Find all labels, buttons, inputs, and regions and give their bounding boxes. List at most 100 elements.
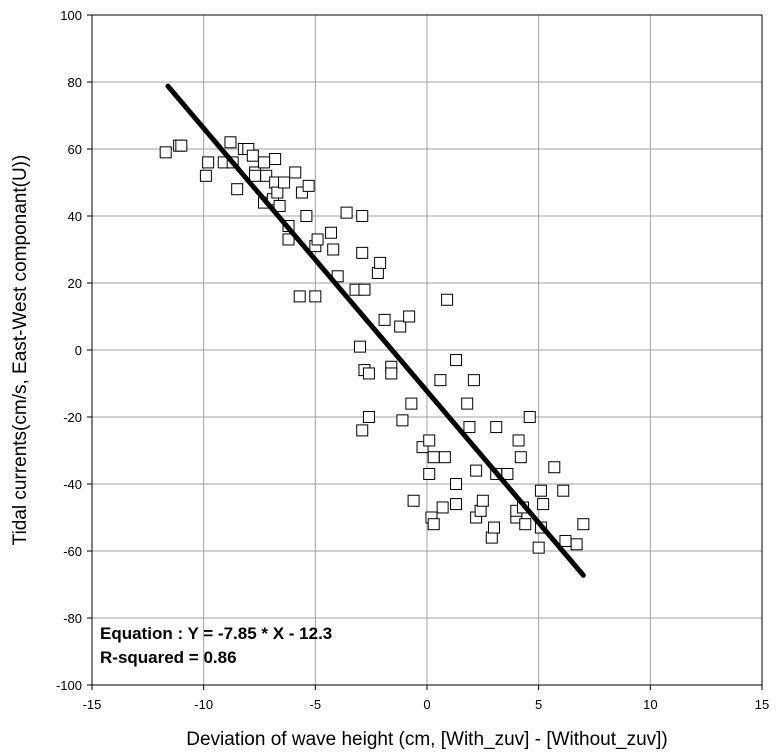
data-point: [450, 354, 463, 367]
y-axis-title: Tidal currents(cm/s, East-West componant…: [10, 155, 31, 546]
data-point: [257, 156, 270, 169]
data-point: [302, 179, 315, 192]
data-point: [327, 243, 340, 256]
data-point: [557, 484, 570, 497]
data-point: [249, 169, 262, 182]
data-point: [485, 531, 498, 544]
data-point: [519, 518, 532, 531]
data-point: [385, 367, 398, 380]
data-point: [512, 434, 525, 447]
data-point: [371, 266, 384, 279]
data-point: [309, 290, 322, 303]
data-point: [570, 538, 583, 551]
data-point: [427, 518, 440, 531]
data-point: [358, 283, 371, 296]
data-point: [271, 186, 284, 199]
data-point: [416, 441, 429, 454]
x-tick-label: -15: [83, 697, 102, 712]
data-point: [461, 397, 474, 410]
data-point: [362, 411, 375, 423]
x-tick-label: -5: [310, 697, 322, 712]
data-point: [450, 498, 463, 511]
data-point: [175, 139, 188, 152]
y-tick-label: 100: [60, 8, 82, 23]
data-point: [490, 421, 503, 434]
y-tick-label: 40: [68, 209, 82, 224]
data-point: [289, 166, 302, 179]
data-point: [324, 226, 337, 239]
data-point: [476, 494, 489, 507]
data-point: [537, 498, 550, 511]
data-point: [199, 169, 212, 182]
data-point: [403, 310, 416, 323]
data-point: [231, 183, 244, 196]
data-point: [374, 256, 387, 269]
x-tick-label: 0: [423, 697, 430, 712]
data-point: [394, 320, 407, 333]
data-point: [224, 136, 237, 149]
data-point: [423, 467, 436, 480]
data-point: [340, 206, 353, 219]
y-tick-label: 80: [68, 75, 82, 90]
data-point: [523, 411, 536, 423]
data-point: [501, 467, 514, 480]
data-point: [362, 367, 375, 380]
data-point: [278, 176, 291, 189]
data-point: [293, 290, 306, 303]
x-tick-label: 5: [535, 697, 542, 712]
x-tick-label: 10: [643, 697, 657, 712]
data-point: [514, 451, 527, 464]
data-point: [159, 146, 172, 159]
data-point: [548, 461, 561, 474]
data-point: [407, 494, 420, 507]
data-point: [470, 464, 483, 477]
data-point: [378, 313, 391, 326]
data-point: [463, 421, 476, 434]
data-point: [282, 233, 295, 246]
data-point: [474, 504, 487, 517]
data-point: [488, 521, 500, 534]
data-point: [260, 169, 273, 182]
y-tick-label: -100: [56, 678, 82, 693]
data-point: [434, 374, 447, 387]
data-point: [467, 374, 480, 387]
y-axis: -100 -80 -60 -40 -20 0 20 40 60 80 100: [56, 8, 92, 693]
data-point: [246, 149, 259, 162]
data-point: [300, 210, 313, 222]
equation-annotation: Equation : Y = -7.85 * X - 12.3: [100, 624, 332, 643]
x-axis-title: Deviation of wave height (cm, [With_zuv]…: [186, 729, 668, 750]
grid-lines: [92, 15, 762, 685]
y-tick-label: -60: [63, 544, 82, 559]
x-axis: -15 -10 -5 0 5 10 15: [83, 685, 769, 712]
data-point: [534, 484, 547, 497]
data-point: [441, 293, 454, 306]
data-point: [438, 451, 451, 464]
data-points: [159, 136, 590, 554]
data-point: [577, 518, 590, 531]
data-point: [356, 424, 369, 437]
r-squared-annotation: R-squared = 0.86: [100, 648, 237, 667]
y-tick-label: 60: [68, 142, 82, 157]
y-tick-label: -80: [63, 611, 82, 626]
data-point: [532, 541, 545, 554]
data-point: [436, 501, 449, 514]
data-point: [356, 246, 369, 259]
data-point: [396, 414, 409, 427]
y-tick-label: 20: [68, 276, 82, 291]
data-point: [559, 534, 572, 547]
y-tick-label: -40: [63, 477, 82, 492]
data-point: [311, 233, 324, 246]
x-tick-label: -10: [194, 697, 213, 712]
data-point: [354, 340, 366, 353]
data-point: [269, 153, 282, 166]
data-point: [273, 199, 286, 212]
data-point: [450, 478, 463, 490]
data-point: [202, 156, 215, 169]
data-point: [356, 210, 369, 222]
data-point: [405, 397, 418, 410]
x-tick-label: 15: [755, 697, 769, 712]
y-tick-label: 0: [75, 343, 82, 358]
regression-line: [165, 83, 586, 578]
data-point: [423, 434, 436, 447]
